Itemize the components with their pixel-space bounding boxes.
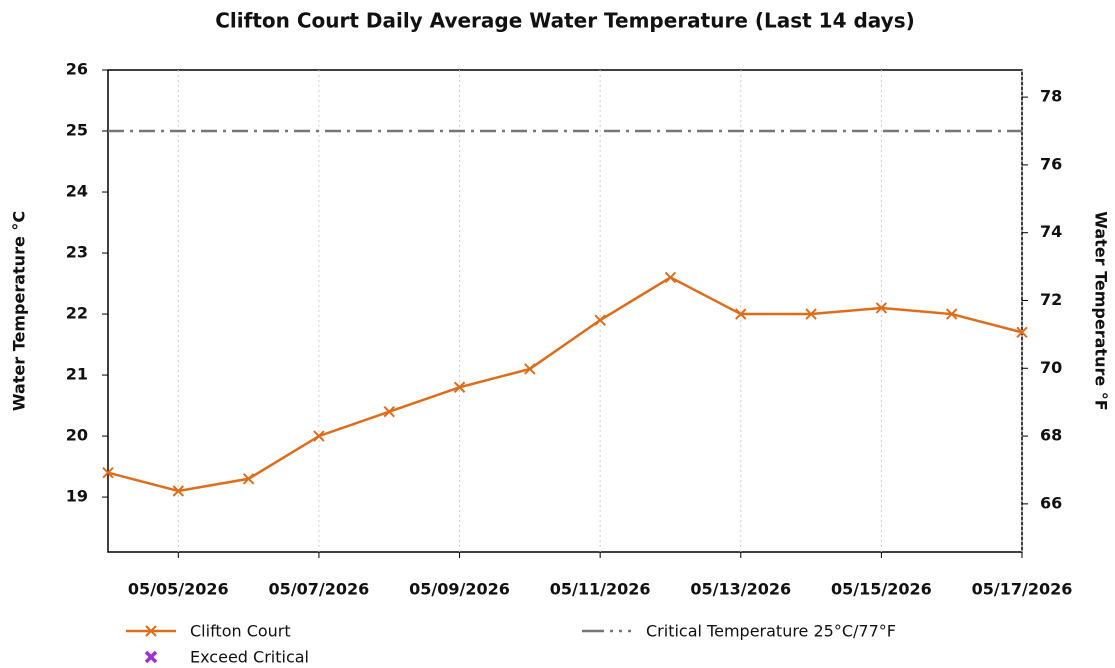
data-point	[664, 271, 677, 284]
legend-label: Exceed Critical	[190, 648, 309, 667]
y-tick-label: 21	[66, 365, 88, 384]
legend-label: Critical Temperature 25°C/77°F	[646, 622, 896, 641]
y2-tick-label: 74	[1040, 222, 1062, 241]
y-axis-label: Water Temperature °C	[10, 211, 29, 411]
y2-tick-label: 76	[1040, 154, 1062, 173]
y2-tick-label: 78	[1040, 87, 1062, 106]
y-tick-label: 26	[66, 60, 88, 79]
data-point	[313, 430, 325, 442]
y2-tick-label: 72	[1040, 290, 1062, 309]
data-point	[945, 308, 958, 320]
data-point	[805, 308, 817, 320]
y2-tick-label: 70	[1040, 358, 1062, 377]
legend-marker	[144, 650, 158, 664]
x-tick-label: 05/15/2026	[831, 580, 932, 599]
x-tick-label: 05/13/2026	[690, 580, 791, 599]
data-point	[735, 308, 747, 320]
x-tick-label: 05/07/2026	[269, 580, 370, 599]
series-line	[107, 276, 1023, 493]
x-tick-label: 05/05/2026	[128, 580, 229, 599]
y-tick-label: 25	[66, 121, 88, 140]
y-tick-label: 23	[66, 243, 88, 262]
y2-axis-label: Water Temperature °F	[1092, 211, 1111, 410]
chart-title: Clifton Court Daily Average Water Temper…	[215, 9, 915, 33]
data-point	[594, 314, 606, 326]
y-tick-label: 22	[66, 304, 88, 323]
data-point	[172, 485, 185, 497]
data-point	[1016, 326, 1028, 339]
x-tick-label: 05/17/2026	[972, 580, 1073, 599]
data-point	[102, 466, 114, 479]
x-tick-label: 05/09/2026	[409, 580, 510, 599]
data-point	[524, 363, 536, 375]
data-point	[383, 405, 395, 418]
y-tick-label: 19	[66, 487, 88, 506]
legend-marker	[145, 625, 157, 637]
y-tick-label: 20	[66, 426, 88, 445]
x-tick-label: 05/11/2026	[550, 580, 651, 599]
data-point	[242, 473, 255, 485]
data-point	[453, 381, 466, 393]
legend-label: Clifton Court	[190, 622, 291, 641]
y2-tick-label: 66	[1040, 493, 1062, 512]
y2-tick-label: 68	[1040, 426, 1062, 445]
y-tick-label: 24	[66, 182, 88, 201]
data-point	[875, 302, 888, 314]
